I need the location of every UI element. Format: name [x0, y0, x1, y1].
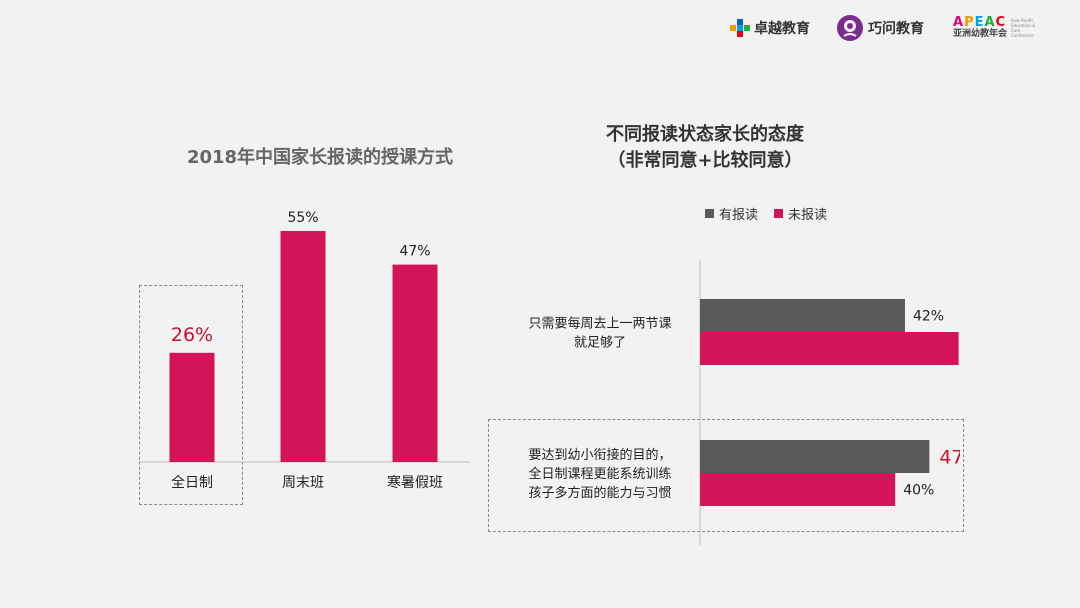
- left-chart-value-label-2: 47%: [399, 244, 430, 260]
- right-chart-category-label-0-line-0: 只需要每周去上一两节课: [528, 316, 671, 332]
- zhuoyue-logo-text: 卓越教育: [754, 21, 810, 37]
- right-highlight-box: [488, 419, 964, 532]
- right-chart-bar-0-1: [700, 332, 959, 365]
- left-chart-category-label-0: 全日制: [171, 474, 213, 491]
- right-chart: 只需要每周去上一两节课就足够了42%53%要达到幼小衔接的目的，全日制课程更能系…: [528, 260, 960, 545]
- zhuoyue-logo-icon: [730, 19, 750, 37]
- left-chart-bar-0: [169, 352, 215, 462]
- legend-label-enrolled: 有报读: [719, 208, 759, 223]
- left-chart-category-label-2: 寒暑假班: [387, 474, 443, 491]
- qiaowen-logo-icon: [837, 15, 863, 41]
- apeac-logo-cn: 亚洲幼教年会: [953, 29, 1008, 39]
- right-chart-bar-1-0: [700, 440, 930, 473]
- legend-item-not-enrolled: 未报读: [774, 204, 827, 223]
- apeac-logo: APEAC 亚洲幼教年会 Asia-Pacific Education & Ca…: [953, 15, 1041, 39]
- right-chart-category-label-1-line-1: 全日制课程更能系统训练: [528, 466, 671, 482]
- left-chart-value-label-1: 55%: [287, 210, 318, 226]
- left-highlight-box: [139, 285, 243, 505]
- right-chart-subtitle: （非常同意+比较同意）: [607, 150, 803, 171]
- right-chart-title-main: 不同报读状态家长的态度: [606, 124, 804, 145]
- legend-label-not-enrolled: 未报读: [788, 208, 828, 223]
- right-chart-bar-1-1: [700, 473, 896, 506]
- legend-item-enrolled: 有报读: [705, 204, 758, 223]
- right-chart-value-label-1-1: 40%: [903, 483, 934, 499]
- right-chart-category-label-1-line-0: 要达到幼小衔接的目的，: [528, 447, 671, 463]
- left-chart-category-label-1: 周末班: [282, 475, 324, 491]
- left-chart-bar-1: [280, 231, 326, 462]
- legend-swatch-enrolled: [705, 209, 714, 218]
- right-chart-value-label-1-0: 47%: [939, 447, 960, 469]
- apeac-logo-sub: Asia-Pacific Education & Care Conference: [1011, 18, 1036, 38]
- apeac-logo-word: APEAC: [953, 15, 1007, 30]
- qiaowen-logo-text: 巧问教育: [868, 21, 924, 37]
- left-chart: 26% 全日制 55% 周末班 47% 寒暑假班: [140, 210, 470, 491]
- left-chart-bar-2: [392, 264, 438, 462]
- qiaowen-logo: 巧问教育: [836, 14, 924, 42]
- zhuoyue-logo: 卓越教育: [730, 18, 810, 38]
- right-chart-value-label-0-0: 42%: [913, 309, 944, 325]
- legend-swatch-not-enrolled: [774, 209, 784, 218]
- right-chart-category-label-1-line-2: 孩子多方面的能力与习惯: [528, 485, 671, 501]
- left-chart-title: 2018年中国家长报读的授课方式: [186, 147, 454, 168]
- left-chart-value-label-0: 26%: [171, 324, 213, 346]
- right-chart-title: 不同报读状态家长的态度 （非常同意+比较同意）: [560, 122, 850, 174]
- right-chart-legend: 有报读 未报读: [705, 204, 827, 223]
- right-chart-bar-0-0: [700, 299, 905, 332]
- right-chart-category-label-0-line-1: 就足够了: [574, 336, 626, 351]
